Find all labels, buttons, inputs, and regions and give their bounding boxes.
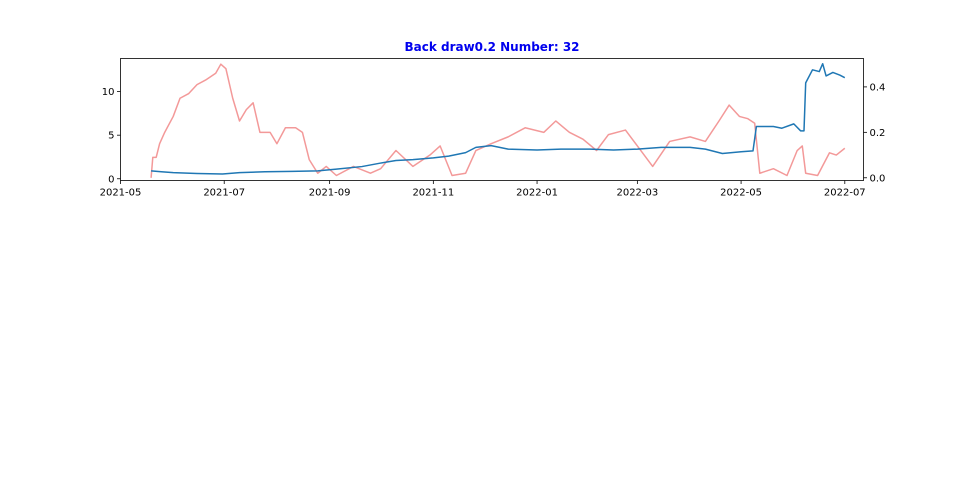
x-tick-label: 2021-07: [203, 188, 245, 199]
x-axis: 2021-05 2021-07 2021-09 2021-11 2022-01 2022-…: [100, 180, 866, 199]
x-tick-label: 2022-01: [516, 188, 558, 199]
y-axis-right: 0.0 0.2 0.4: [863, 82, 886, 184]
y-right-tick-label: 0.0: [870, 173, 886, 184]
x-tick-label: 2021-09: [309, 188, 351, 199]
x-tick-label: 2021-11: [412, 188, 454, 199]
x-tick-label: 2022-05: [720, 188, 762, 199]
series-line-0: [151, 62, 846, 175]
y-left-tick-label: 0: [108, 174, 114, 185]
y-axis-left: 0 5 10: [102, 87, 121, 185]
axes-frame: [120, 58, 864, 181]
series-line-1: [150, 63, 846, 178]
series-layer: [150, 62, 846, 178]
plot-area: [120, 58, 864, 181]
y-left-tick-label: 5: [108, 131, 114, 142]
chart-title: Back draw0.2 Number: 32: [404, 40, 579, 54]
y-right-tick-label: 0.4: [870, 82, 886, 93]
x-tick-label: 2021-05: [100, 188, 142, 199]
x-tick-label: 2022-07: [824, 188, 866, 199]
x-tick-label: 2022-03: [616, 188, 658, 199]
y-left-tick-label: 10: [102, 87, 115, 98]
y-right-tick-label: 0.2: [870, 128, 886, 139]
